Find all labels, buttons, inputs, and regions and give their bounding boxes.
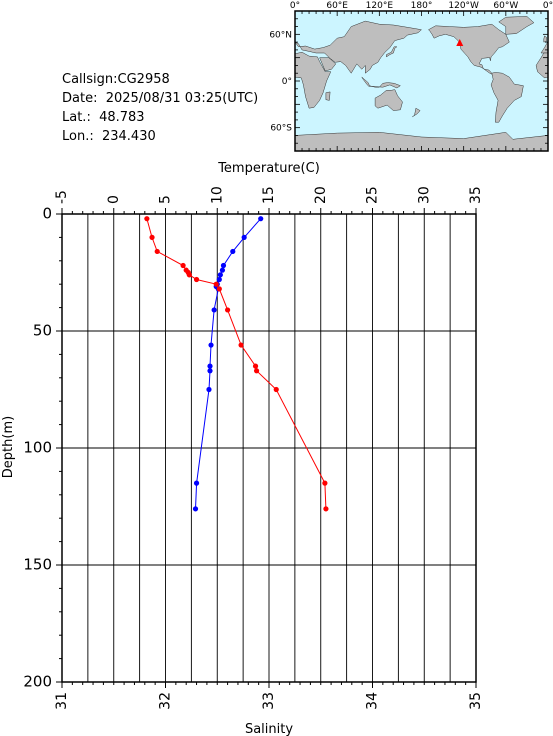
temperature-profile-line xyxy=(195,218,262,509)
salinity-data-point xyxy=(186,272,192,278)
salinity-tick-label: 32 xyxy=(158,692,174,710)
salinity-data-point xyxy=(273,386,279,393)
temperature-tick-label: 10 xyxy=(209,186,225,204)
salinity-data-point xyxy=(252,363,259,369)
salinity-tick-label: 35 xyxy=(468,692,484,710)
temperature-data-point xyxy=(216,276,222,283)
depth-tick-label: 150 xyxy=(23,556,52,574)
salinity-axis-title: Salinity xyxy=(245,722,293,736)
depth-tick-label: 100 xyxy=(23,439,52,457)
temperature-tick-label: 15 xyxy=(261,186,277,204)
temperature-tick-label: 20 xyxy=(313,186,329,204)
temperature-data-point xyxy=(192,506,199,512)
depth-tick-label: 50 xyxy=(33,322,52,340)
salinity-tick-label: 31 xyxy=(54,692,70,710)
salinity-data-point xyxy=(253,368,260,374)
temperature-tick-label: 5 xyxy=(158,195,174,204)
salinity-data-point xyxy=(216,286,222,292)
latitude-text: Lat.: 48.783 xyxy=(62,110,145,125)
temperature-data-point xyxy=(208,342,214,348)
salinity-data-point xyxy=(225,307,231,313)
temperature-tick-label: 0 xyxy=(106,195,122,204)
salinity-data-point xyxy=(149,234,155,240)
salinity-data-point xyxy=(213,281,219,287)
salinity-data-point xyxy=(323,506,329,512)
temperature-data-point xyxy=(211,307,217,313)
salinity-data-point xyxy=(322,480,328,486)
date-text: Date: 2025/08/31 03:25(UTC) xyxy=(62,91,259,106)
temperature-data-point xyxy=(258,216,264,222)
temperature-axis-title: Temperature(C) xyxy=(217,161,320,176)
longitude-text: Lon.: 234.430 xyxy=(62,129,156,144)
salinity-data-point xyxy=(154,248,160,255)
temperature-tick-label: 35 xyxy=(468,186,484,204)
salinity-tick-label: 34 xyxy=(365,692,381,710)
depth-tick-label: 0 xyxy=(42,205,52,223)
depth-axis-title: Depth(m) xyxy=(1,416,16,478)
callsign-text: Callsign:CG2958 xyxy=(62,72,170,87)
temperature-data-point xyxy=(206,386,212,393)
temperature-data-point xyxy=(193,480,200,486)
salinity-data-point xyxy=(180,262,186,269)
temperature-tick-label: 25 xyxy=(365,186,381,204)
temperature-data-point xyxy=(220,262,227,269)
temperature-data-point xyxy=(230,248,236,255)
temperature-data-point xyxy=(217,272,223,278)
salinity-data-point xyxy=(238,342,244,348)
temperature-data-point xyxy=(241,234,247,240)
salinity-data-point xyxy=(144,216,150,222)
salinity-data-point xyxy=(193,276,200,283)
temperature-data-point xyxy=(207,368,213,374)
temperature-tick-label: -5 xyxy=(54,190,70,204)
temperature-data-point xyxy=(219,267,226,273)
salinity-profile-line xyxy=(146,218,327,509)
temperature-tick-label: 30 xyxy=(416,186,432,204)
station-info: Callsign:CG2958 Date: 2025/08/31 03:25(U… xyxy=(62,70,258,146)
temperature-data-point xyxy=(207,363,213,369)
salinity-tick-label: 33 xyxy=(261,692,277,710)
depth-tick-label: 200 xyxy=(23,673,52,691)
